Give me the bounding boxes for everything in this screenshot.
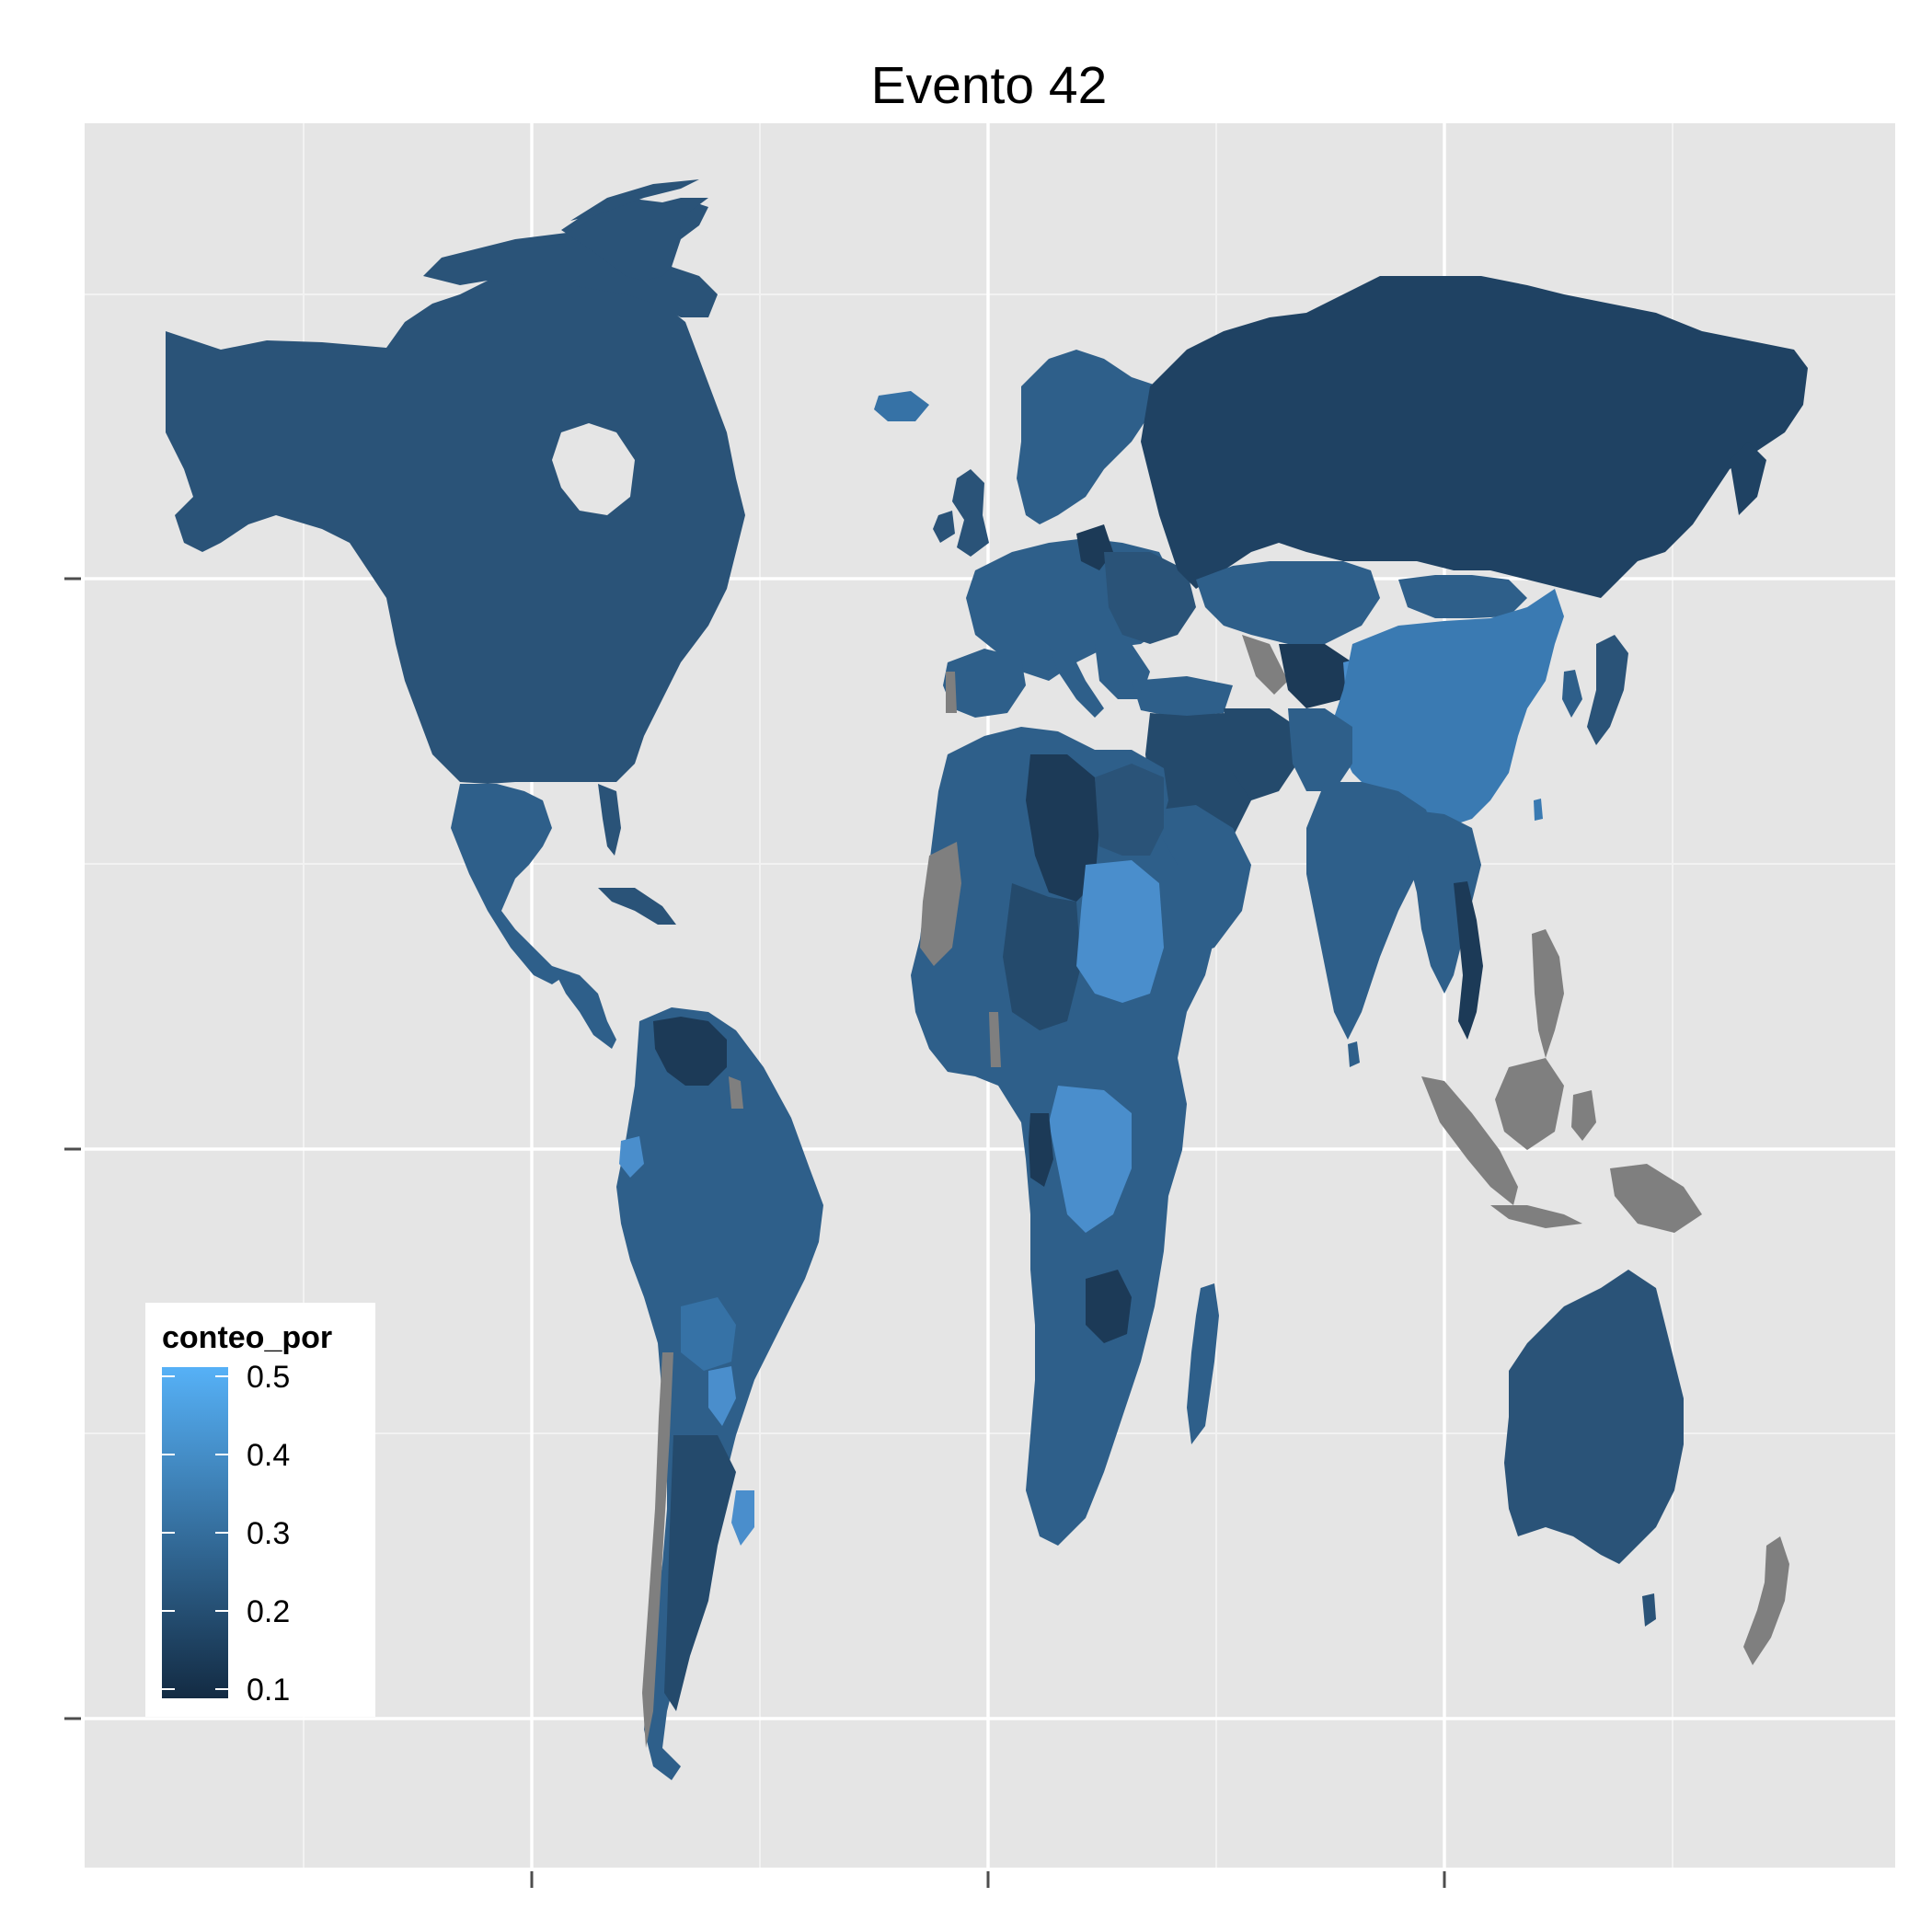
legend-labels: 0.5 0.4 0.3 0.2 0.1 [247, 1360, 290, 1708]
paraguay [708, 1366, 736, 1426]
iran [1224, 708, 1297, 800]
legend-title: conteo_por [162, 1320, 332, 1355]
legend-tick-label: 0.2 [247, 1594, 290, 1629]
uk [952, 469, 989, 557]
java [1490, 1205, 1582, 1228]
stan-countries [1279, 644, 1352, 708]
mongolia [1398, 575, 1527, 618]
greenland [561, 198, 708, 281]
turkey [1132, 676, 1233, 718]
venezuela [653, 1017, 727, 1086]
oceania [1504, 1270, 1789, 1665]
central-america [552, 966, 616, 1049]
florida [598, 784, 621, 856]
kamchatka [1730, 442, 1766, 515]
zambia-dark [1086, 1270, 1132, 1343]
ireland [933, 511, 955, 543]
uruguay [731, 1490, 754, 1546]
chile-na [642, 1352, 673, 1748]
map-title: Evento 42 [870, 56, 1108, 115]
ecuador [619, 1136, 644, 1178]
alaska-canada-usa [166, 267, 745, 784]
congo-light [1049, 1086, 1132, 1233]
southeast-asia [1408, 810, 1481, 994]
iceland [874, 391, 929, 421]
legend-ticks [162, 1375, 228, 1690]
new-guinea [1610, 1164, 1702, 1233]
korea [1562, 670, 1582, 718]
maritime-southeast-asia [1421, 929, 1702, 1233]
legend-tick-label: 0.5 [247, 1360, 290, 1395]
portugal-na [946, 672, 957, 713]
bolivia [681, 1297, 736, 1371]
legend-tick-label: 0.3 [247, 1516, 290, 1551]
madagascar [1187, 1283, 1219, 1444]
libya-dark [1026, 754, 1099, 902]
sumatra [1421, 1076, 1518, 1205]
taiwan [1534, 799, 1543, 821]
legend-tick-label: 0.4 [247, 1438, 290, 1473]
japan [1587, 635, 1628, 745]
legend-tick-label: 0.1 [247, 1673, 290, 1708]
afghan-pak [1288, 708, 1352, 791]
guiana-na [729, 1076, 743, 1109]
belarus-dark [1076, 524, 1113, 570]
africa [911, 727, 1219, 1546]
western-sahara-na [920, 842, 961, 966]
philippines [1532, 929, 1564, 1058]
south-america [616, 1007, 823, 1780]
asia [1141, 276, 1808, 1067]
sri-lanka [1348, 1041, 1360, 1067]
legend: conteo_por 0.5 0.4 0.3 0.2 0.1 [145, 1303, 375, 1717]
hudson-bay [552, 423, 635, 515]
iberia [943, 649, 1026, 718]
europe [874, 350, 1233, 718]
central-asia-na [1242, 635, 1288, 695]
cuba [598, 888, 676, 925]
chad-niger [1003, 883, 1081, 1030]
greenland-north [570, 179, 699, 221]
guinea-gulf-na [989, 1012, 1001, 1067]
tasmania [1642, 1593, 1656, 1627]
russia [1141, 276, 1808, 598]
vietnam-dark [1454, 881, 1483, 1040]
gabon-dark [1029, 1113, 1053, 1187]
argentina [664, 1435, 736, 1711]
axis-ticks [64, 577, 1446, 1888]
north-america [166, 179, 745, 1049]
egypt [1095, 764, 1164, 856]
china [1334, 589, 1564, 828]
kazakhstan [1196, 561, 1380, 644]
borneo [1495, 1058, 1564, 1150]
scandinavia [1017, 350, 1159, 524]
italy [1049, 644, 1104, 718]
mexico [451, 784, 566, 984]
new-zealand-na [1743, 1536, 1789, 1665]
eastern-europe [1104, 552, 1196, 644]
sudan-light [1076, 860, 1164, 1003]
india [1306, 782, 1435, 1040]
sulawesi [1571, 1090, 1596, 1141]
australia [1504, 1270, 1684, 1564]
